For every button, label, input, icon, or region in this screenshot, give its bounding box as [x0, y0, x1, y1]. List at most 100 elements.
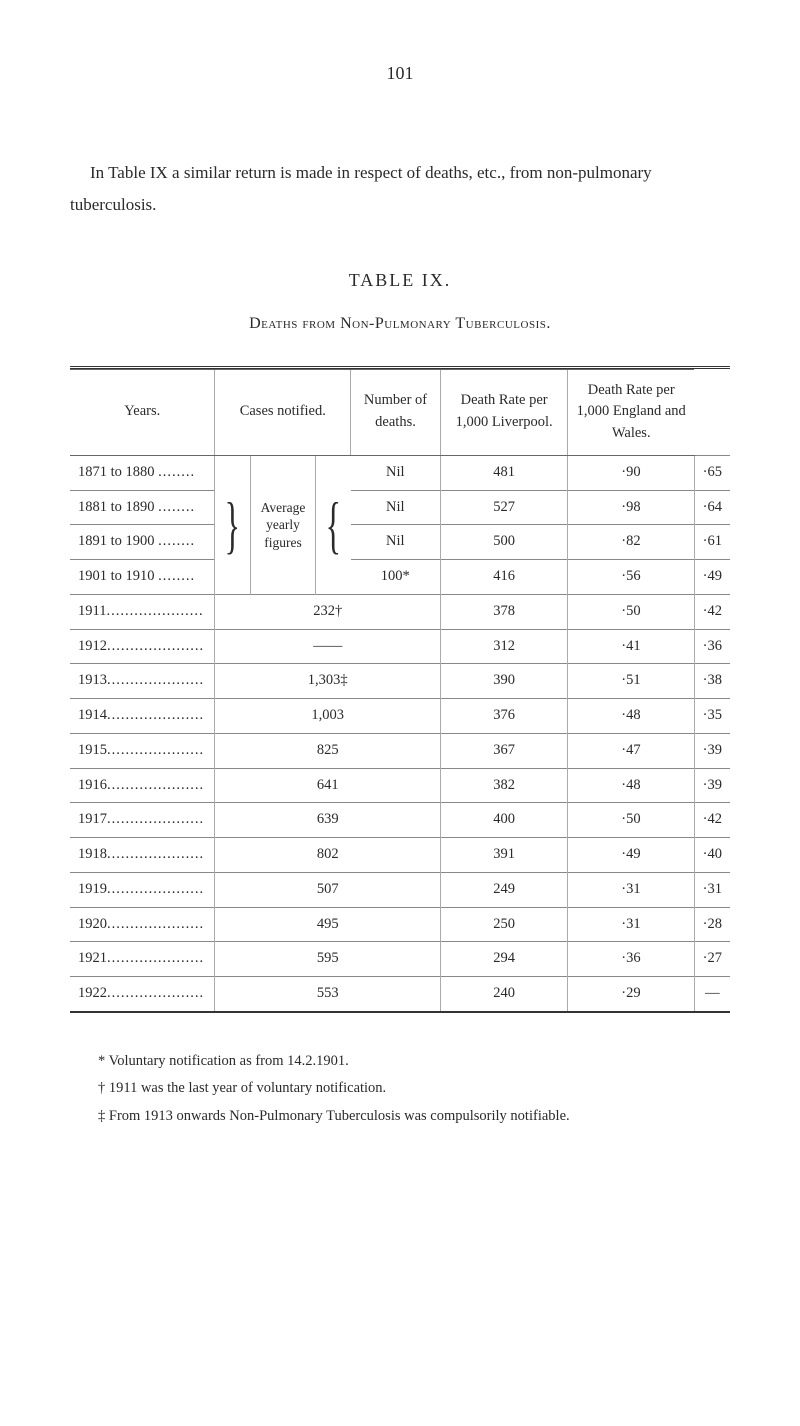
cell-cases: 232† — [215, 594, 440, 629]
cell-deaths: 376 — [440, 699, 567, 734]
cell-deaths: 481 — [440, 455, 567, 490]
table-row: 1881 to 1890 ........ Nil 527 ·98 ·64 — [70, 490, 730, 525]
cell-rate-eng: ·27 — [694, 942, 730, 977]
table-row: 1871 to 1880 ........ } Average yearly f… — [70, 455, 730, 490]
group-label-2: yearly — [266, 517, 300, 532]
cell-years: 1915 — [78, 742, 107, 758]
cell-cases: 639 — [215, 803, 440, 838]
cell-deaths: 416 — [440, 560, 567, 595]
right-brace-icon: { — [326, 501, 341, 549]
header-deaths: Number of deaths. — [351, 369, 441, 455]
subtitle-main: Non-Pulmonary Tuberculosis. — [336, 315, 551, 332]
subtitle-prefix: Deaths from — [249, 315, 335, 332]
cell-rate-liv: ·36 — [568, 942, 694, 977]
cell-rate-liv: ·41 — [568, 629, 694, 664]
cell-rate-liv: ·48 — [568, 699, 694, 734]
cell-years: 1921 — [78, 950, 107, 966]
cell-rate-liv: ·31 — [568, 872, 694, 907]
cell-deaths: 378 — [440, 594, 567, 629]
table-subtitle: Deaths from Non-Pulmonary Tuberculosis. — [70, 312, 730, 336]
table-row: 1919..................... 507 249 ·31 ·3… — [70, 872, 730, 907]
deaths-table: Years. Cases notified. Number of deaths.… — [70, 369, 730, 1011]
cell-cases: Nil — [351, 455, 441, 490]
page-number: 101 — [70, 60, 730, 87]
cell-deaths: 249 — [440, 872, 567, 907]
header-years: Years. — [70, 369, 215, 455]
cell-rate-liv: ·47 — [568, 733, 694, 768]
cell-rate-eng: ·39 — [694, 768, 730, 803]
table-row: 1922..................... 553 240 ·29 — — [70, 977, 730, 1011]
table-row: 1914..................... 1,003 376 ·48 … — [70, 699, 730, 734]
group-label-1: Average — [261, 500, 306, 515]
cell-cases: 1,303‡ — [215, 664, 440, 699]
cell-rate-eng: ·65 — [694, 455, 730, 490]
cell-cases: 100* — [351, 560, 441, 595]
cell-years: 1920 — [78, 916, 107, 932]
header-rate-england: Death Rate per 1,000 England and Wales. — [568, 369, 694, 455]
leader-dots: ..................... — [107, 638, 204, 654]
footnote-asterisk: * Voluntary notification as from 14.2.19… — [98, 1048, 730, 1076]
leader-dots: ..................... — [107, 916, 204, 932]
header-cases: Cases notified. — [215, 369, 351, 455]
cell-deaths: 294 — [440, 942, 567, 977]
cell-rate-eng: ·42 — [694, 803, 730, 838]
intro-paragraph: In Table IX a similar return is made in … — [70, 157, 730, 222]
cell-years: 1881 to 1890 — [78, 499, 155, 515]
cell-years: 1919 — [78, 881, 107, 897]
cell-cases: 495 — [215, 907, 440, 942]
leader-dots: ..................... — [107, 777, 204, 793]
cell-rate-liv: ·49 — [568, 838, 694, 873]
cell-rate-eng: — — [694, 977, 730, 1011]
cell-rate-eng: ·40 — [694, 838, 730, 873]
cell-cases: Nil — [351, 490, 441, 525]
cell-rate-eng: ·49 — [694, 560, 730, 595]
cell-years: 1917 — [78, 811, 107, 827]
cell-rate-eng: ·28 — [694, 907, 730, 942]
cell-rate-liv: ·98 — [568, 490, 694, 525]
table-row: 1918..................... 802 391 ·49 ·4… — [70, 838, 730, 873]
cell-cases: 825 — [215, 733, 440, 768]
cell-rate-liv: ·48 — [568, 768, 694, 803]
cell-deaths: 500 — [440, 525, 567, 560]
cell-rate-liv: ·90 — [568, 455, 694, 490]
left-brace-icon: } — [225, 501, 240, 549]
cell-rate-liv: ·29 — [568, 977, 694, 1011]
cell-years: 1922 — [78, 985, 107, 1001]
leader-dots: ..................... — [107, 742, 204, 758]
cell-deaths: 367 — [440, 733, 567, 768]
table-row: 1912..................... —— 312 ·41 ·36 — [70, 629, 730, 664]
cell-deaths: 382 — [440, 768, 567, 803]
footnote-dagger: † 1911 was the last year of voluntary no… — [98, 1075, 730, 1103]
cell-cases: —— — [215, 629, 440, 664]
cell-rate-liv: ·56 — [568, 560, 694, 595]
table-row: 1920..................... 495 250 ·31 ·2… — [70, 907, 730, 942]
group-label-3: figures — [264, 535, 302, 550]
table-row: 1921..................... 595 294 ·36 ·2… — [70, 942, 730, 977]
cell-rate-liv: ·51 — [568, 664, 694, 699]
cell-deaths: 250 — [440, 907, 567, 942]
leader-dots: ..................... — [107, 707, 204, 723]
cell-deaths: 312 — [440, 629, 567, 664]
header-rate-liverpool: Death Rate per 1,000 Liverpool. — [440, 369, 567, 455]
cell-cases: 802 — [215, 838, 440, 873]
table-row: 1913..................... 1,303‡ 390 ·51… — [70, 664, 730, 699]
table-row: 1911..................... 232† 378 ·50 ·… — [70, 594, 730, 629]
cell-deaths: 527 — [440, 490, 567, 525]
cell-deaths: 390 — [440, 664, 567, 699]
leader-dots: ..................... — [107, 672, 204, 688]
leader-dots: ........ — [158, 464, 195, 480]
cell-rate-liv: ·50 — [568, 803, 694, 838]
cell-deaths: 240 — [440, 977, 567, 1011]
table-title: TABLE IX. — [70, 267, 730, 294]
cell-rate-eng: ·39 — [694, 733, 730, 768]
leader-dots: ..................... — [106, 603, 203, 619]
cell-years: 1914 — [78, 707, 107, 723]
cell-deaths: 391 — [440, 838, 567, 873]
table-container: Years. Cases notified. Number of deaths.… — [70, 366, 730, 1013]
cell-rate-eng: ·61 — [694, 525, 730, 560]
table-row: 1901 to 1910 ........ 100* 416 ·56 ·49 — [70, 560, 730, 595]
cell-cases: 507 — [215, 872, 440, 907]
cell-years: 1916 — [78, 777, 107, 793]
cell-cases: Nil — [351, 525, 441, 560]
footnote-double-dagger: ‡ From 1913 onwards Non-Pulmonary Tuberc… — [98, 1103, 730, 1131]
